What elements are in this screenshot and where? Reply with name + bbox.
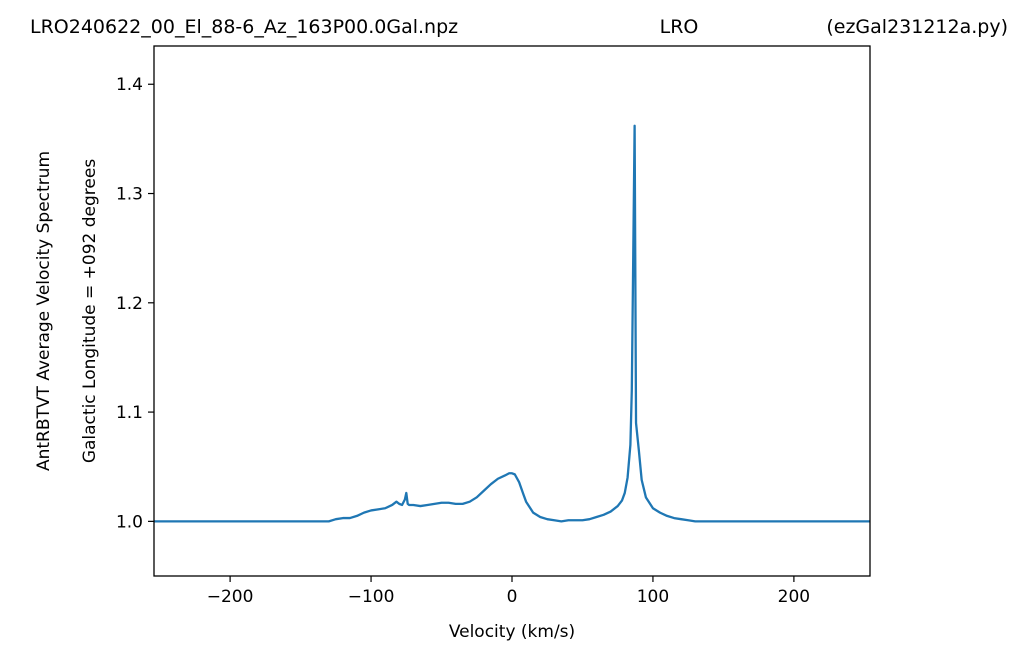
y-axis-label: AntRBTVT Average Velocity Spectrum bbox=[34, 151, 54, 471]
spectrum-line bbox=[154, 124, 870, 523]
x-tick-label: 200 bbox=[778, 587, 810, 607]
x-tick-label: 100 bbox=[637, 587, 669, 607]
y-tick-label: 1.3 bbox=[116, 185, 143, 205]
x-axis-ticks: −200 −100 0 100 200 bbox=[207, 576, 810, 607]
x-tick-label: −200 bbox=[207, 587, 254, 607]
y-axis-ticks: 1.0 1.1 1.2 1.3 1.4 bbox=[116, 75, 154, 532]
x-axis-label: Velocity (km/s) bbox=[449, 622, 575, 642]
series-layer bbox=[154, 124, 870, 523]
header-site: LRO bbox=[660, 16, 699, 38]
x-tick-label: −100 bbox=[348, 587, 395, 607]
x-tick-label: 0 bbox=[507, 587, 518, 607]
y-tick-label: 1.0 bbox=[116, 512, 143, 532]
plot-frame bbox=[153, 45, 871, 577]
y-tick-label: 1.2 bbox=[116, 294, 143, 314]
header-filename: LRO240622_00_El_88-6_Az_163P00.0Gal.npz bbox=[30, 16, 458, 38]
y-tick-label: 1.4 bbox=[116, 75, 143, 95]
header-script: (ezGal231212a.py) bbox=[826, 16, 1008, 38]
y-axis-label-longitude: Galactic Longitude = +092 degrees bbox=[80, 159, 100, 463]
y-tick-label: 1.1 bbox=[116, 403, 143, 423]
